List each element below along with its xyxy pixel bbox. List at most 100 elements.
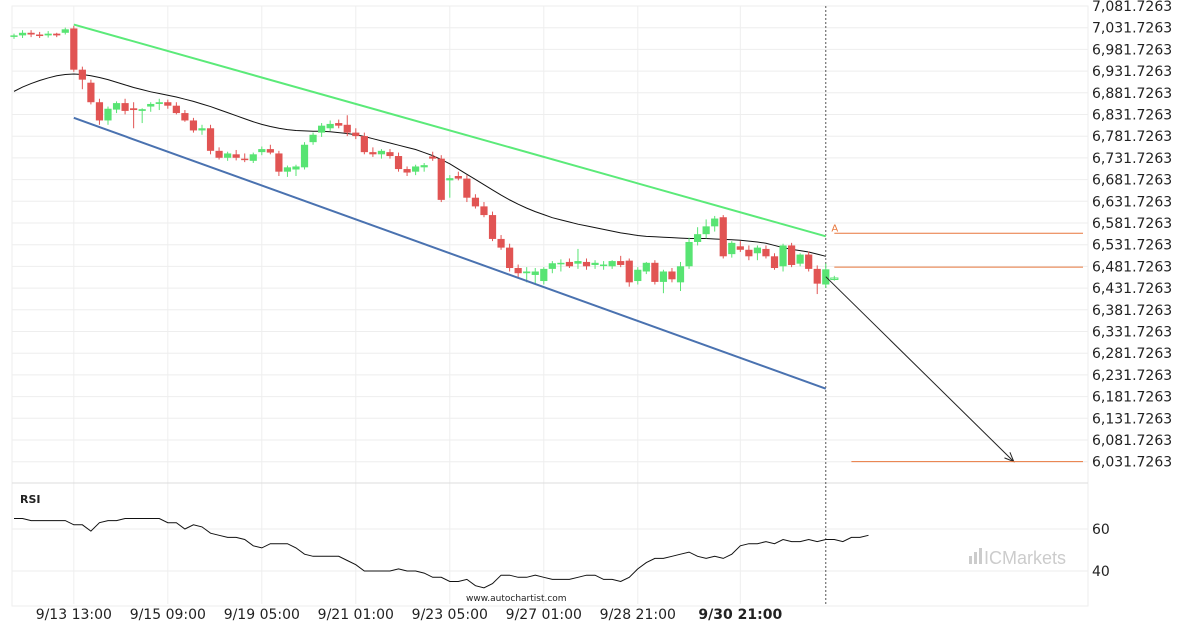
y-tick-label: 6,981.7263 [1092, 42, 1172, 58]
candle-body [241, 158, 249, 161]
candle-body [463, 178, 471, 198]
candle-body [779, 245, 787, 267]
y-tick-label: 6,381.7263 [1092, 303, 1172, 319]
levels: A [831, 224, 1083, 463]
candle-up [300, 142, 309, 170]
candle-body [249, 154, 257, 161]
candle-down [787, 242, 796, 268]
watermark: www.autochartist.com [466, 594, 567, 604]
candle-up [147, 102, 155, 112]
candle-up [138, 108, 146, 124]
channel [73, 23, 1015, 463]
candle-up [326, 120, 334, 131]
x-tick-label: 9/23 05:00 [412, 607, 488, 623]
candle-down [719, 215, 727, 259]
candle-down [762, 245, 770, 259]
candle-body [600, 264, 608, 267]
candle-body [78, 69, 86, 80]
candle-body [702, 226, 710, 235]
y-tick-label: 6,081.7263 [1092, 433, 1172, 449]
candle-body [335, 123, 343, 126]
candle-up [642, 261, 650, 275]
brand-icon [969, 548, 982, 564]
candle-body [10, 35, 18, 37]
y-tick-label: 6,681.7263 [1092, 173, 1172, 189]
forecast-arrow [825, 276, 1015, 462]
candles [10, 25, 839, 295]
candle-down [352, 128, 360, 140]
y-tick-label: 6,181.7263 [1092, 390, 1172, 406]
candle-body [377, 150, 386, 155]
candle-down [215, 147, 223, 160]
candle-body [574, 261, 582, 264]
y-tick-label: 6,231.7263 [1092, 368, 1172, 384]
candle-down [181, 110, 189, 122]
candle-body [61, 29, 69, 33]
candle-body [70, 28, 78, 70]
candle-body [796, 254, 804, 264]
candle-down [480, 202, 488, 218]
candle-body [437, 158, 445, 200]
x-axis: 9/13 13:00 9/15 09:00 9/19 05:00 9/21 01:00… [36, 607, 783, 623]
candle-body [224, 153, 232, 158]
candle-down [266, 144, 274, 155]
candle-body [343, 124, 351, 133]
ma-line [13, 73, 826, 257]
x-tick-label: 9/13 13:00 [36, 607, 112, 623]
candle-up [412, 164, 420, 176]
candle-up [155, 98, 163, 111]
candle-body [728, 242, 736, 255]
candle-body [582, 261, 591, 267]
y-tick-label: 6,531.7263 [1092, 238, 1172, 254]
candle-down [343, 115, 351, 137]
candle-body [309, 134, 317, 143]
candle-up [10, 33, 18, 39]
candle-down [488, 211, 497, 242]
channel-lower-line [73, 116, 827, 390]
candle-down [36, 31, 44, 38]
candle-body [523, 271, 531, 274]
rsi-line [14, 518, 869, 589]
candle-body [300, 144, 309, 168]
candle-body [745, 249, 753, 257]
candle-up [112, 101, 121, 114]
y-tick-label: 7,031.7263 [1092, 21, 1172, 37]
candle-body [736, 246, 744, 250]
candle-down [625, 258, 633, 287]
candle-body [830, 277, 839, 280]
candle-down [617, 255, 625, 268]
candle-body [488, 215, 497, 239]
candle-down [172, 102, 180, 115]
candle-down [514, 264, 522, 278]
candle-body [634, 269, 642, 282]
candle-body [770, 256, 779, 269]
candle-down [582, 258, 591, 270]
x-tick-label: 9/30 21:00 [698, 607, 782, 623]
candle-down [463, 175, 471, 203]
x-tick-label: 9/15 09:00 [130, 607, 206, 623]
candle-up [685, 237, 693, 269]
candle-down [206, 124, 215, 155]
candle-up [753, 245, 762, 261]
y-tick-label: 6,631.7263 [1092, 194, 1172, 210]
candle-body [394, 156, 403, 170]
candle-down [360, 132, 368, 155]
candle-body [189, 120, 198, 131]
candle-body [617, 261, 625, 265]
candle-body [215, 150, 223, 158]
candle-up [711, 215, 719, 232]
candle-up [283, 165, 292, 177]
candle-body [318, 125, 326, 133]
candle-down [745, 245, 753, 261]
candle-up [292, 164, 300, 177]
x-tick-label: 9/28 21:00 [600, 607, 676, 623]
candle-body [694, 234, 702, 242]
candle-up [104, 106, 112, 125]
y-tick-label: 6,731.7263 [1092, 151, 1172, 167]
candle-body [557, 262, 565, 265]
y-tick-label: 6,831.7263 [1092, 108, 1172, 124]
candle-body [138, 109, 146, 111]
candle-up [702, 219, 710, 239]
y-tick-label: 6,581.7263 [1092, 216, 1172, 232]
candle-down [565, 258, 574, 269]
